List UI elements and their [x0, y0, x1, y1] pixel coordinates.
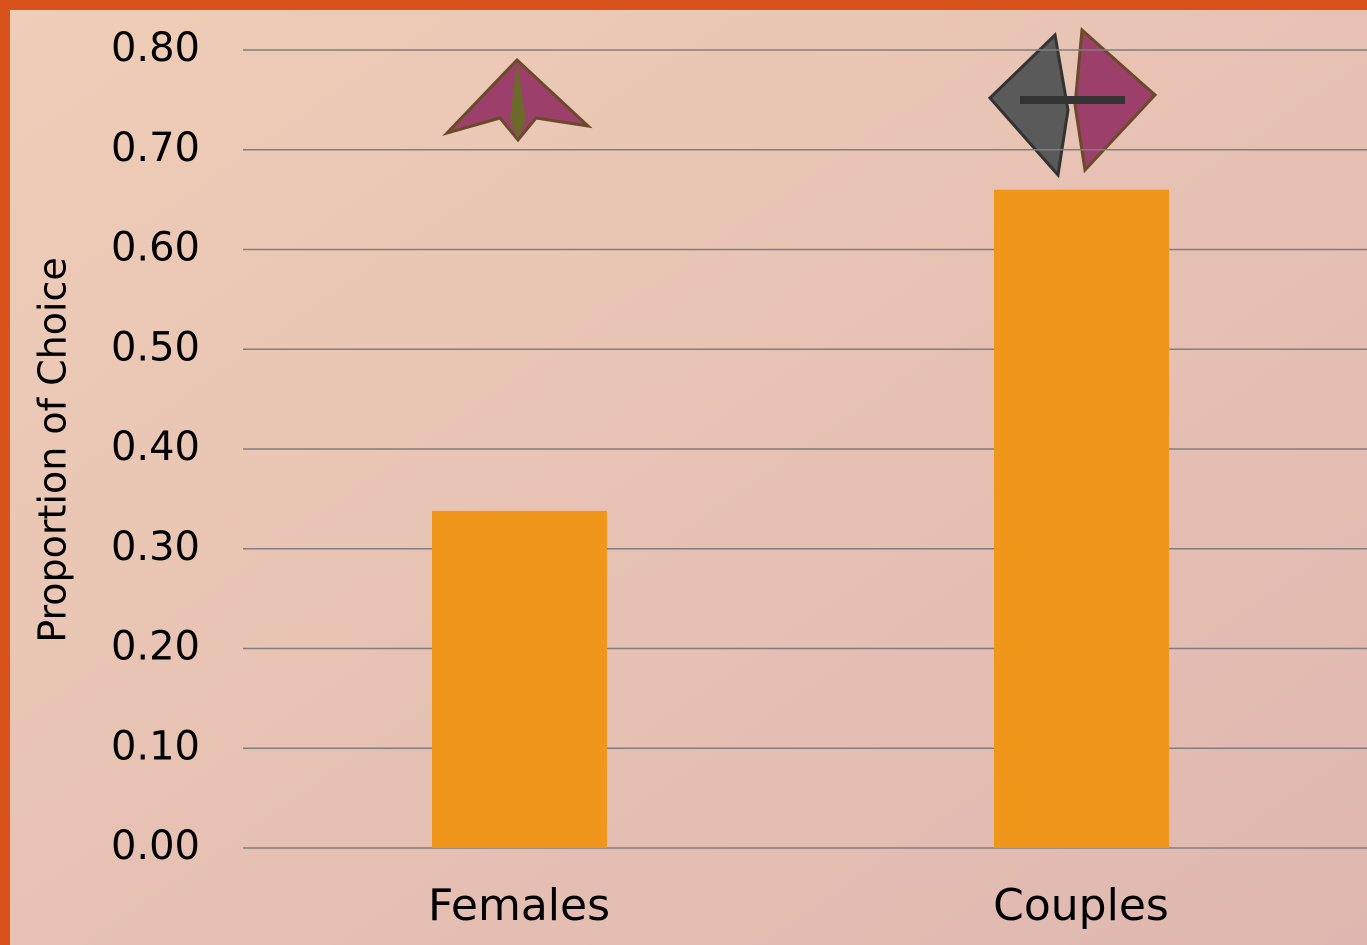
x-tick-label: Females: [428, 880, 610, 931]
y-tick-label: 0.30: [111, 524, 200, 570]
y-tick-label: 0.10: [111, 723, 200, 769]
y-tick-label: 0.70: [111, 125, 200, 171]
y-tick-label: 0.50: [111, 324, 200, 370]
y-tick-label: 0.40: [111, 424, 200, 470]
y-axis-label: Proportion of Choice: [31, 257, 75, 643]
moth-icon: [442, 57, 593, 143]
moth-icon: [987, 26, 1158, 179]
y-tick-label: 0.20: [111, 624, 200, 670]
x-tick-label: Couples: [993, 880, 1169, 931]
y-tick-label: 0.80: [111, 25, 200, 71]
y-tick-label: 0.60: [111, 225, 200, 271]
bar: [994, 189, 1169, 848]
y-tick-label: 0.00: [111, 823, 200, 869]
bar: [432, 510, 607, 848]
